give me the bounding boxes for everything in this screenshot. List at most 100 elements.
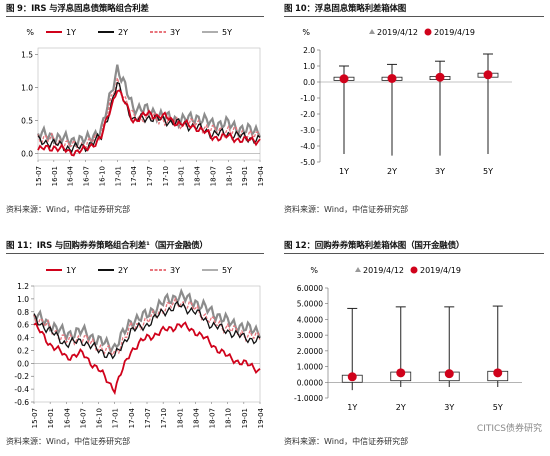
y-tick-label: 5.0000: [297, 300, 323, 309]
series-line-1Y: [37, 89, 261, 157]
y-tick-label: -5.0: [300, 158, 315, 167]
x-category-label: 5Y: [493, 403, 503, 412]
y-tick-label: -0.4: [14, 385, 29, 394]
y-tick-label: 0.0: [303, 78, 315, 87]
x-category-label: 5Y: [483, 167, 493, 176]
legend-label: 2019/4/19: [434, 28, 475, 37]
x-tick-label: 18-01: [178, 166, 186, 186]
series-line-2Y: [37, 81, 261, 154]
marker-curr-5Y: [483, 70, 493, 80]
x-tick-label: 16-01: [51, 166, 59, 186]
x-tick-label: 18-10: [225, 166, 233, 186]
x-tick-label: 17-04: [130, 165, 138, 186]
series-line-2Y: [33, 300, 261, 360]
y-tick-label: 0.0000: [297, 378, 323, 387]
x-tick-label: 18-07: [209, 166, 217, 186]
x-tick-label: 16-01: [47, 408, 55, 428]
legend-label: 5Y: [222, 266, 232, 275]
figure-11-title: 图 11：IRS 与回购券券策略组合利差¹（国开金融债）: [6, 241, 208, 251]
y-tick-label: -3.0: [300, 126, 315, 135]
series-line-5Y: [32, 287, 262, 356]
y-tick-label: -4.0: [300, 142, 315, 151]
x-tick-label: 18-10: [225, 408, 233, 428]
y-tick-label: -1.0000: [294, 394, 323, 403]
x-tick-label: 18-07: [209, 408, 217, 428]
x-tick-label: 17-01: [112, 408, 120, 428]
x-tick-label: 19-01: [241, 408, 249, 428]
y-tick-label: 2.0000: [297, 347, 323, 356]
series-line-1Y: [33, 321, 261, 396]
marker-curr-3Y: [444, 369, 454, 379]
y-tick-label: -0.2: [14, 372, 29, 381]
figure-11-line-chart: 1.2 1.0 0.8 0.6 0.4 0.2 0.0 -0.2 -0.4 -0.615-07 16…: [14, 266, 265, 428]
legend-marker-prev: [369, 29, 375, 34]
y-tick-label: 0.6: [17, 321, 29, 330]
y-tick-label: 3.0000: [297, 331, 323, 340]
x-tick-label: 17-07: [144, 408, 152, 428]
legend-marker-curr: [424, 28, 432, 36]
title-rule: [284, 16, 544, 17]
y-tick-label: 1.5: [21, 51, 33, 60]
marker-curr-3Y: [435, 72, 445, 82]
y-tick-label: 0.4: [17, 334, 29, 343]
x-tick-label: 16-07: [79, 408, 87, 428]
y-axis-unit: %: [310, 266, 318, 275]
figure-12-source: 资料来源：Wind，中信证券研究部: [284, 437, 409, 446]
x-category-label: 3Y: [444, 403, 454, 412]
y-tick-label: 0.2: [17, 346, 29, 355]
y-tick-label: 6.0000: [297, 284, 323, 293]
figure-9-title: 图 9：IRS 与浮息固息债策略组合利差: [6, 4, 149, 14]
x-tick-label: 17-04: [128, 407, 136, 428]
legend-label: 2019/4/12: [377, 28, 418, 37]
figure-10-box-chart: % 2.0 1.0 0.0 -1.0 -2.0 -3.0 -4.0 -5.0 1Y 2Y 3Y 5Y 20…: [300, 28, 512, 176]
y-tick-label: 0.0: [21, 149, 33, 158]
legend-label: 3Y: [170, 28, 180, 37]
marker-curr-5Y: [493, 368, 503, 378]
y-tick-label: 1.2: [17, 282, 29, 291]
x-tick-label: 16-10: [98, 166, 106, 186]
legend-label: 3Y: [170, 266, 180, 275]
plot-frame: [33, 285, 261, 403]
figure-12-title: 图 12：回购券券策略利差箱体图（国开金融债）: [284, 241, 465, 251]
legend-label: 1Y: [66, 28, 76, 37]
title-rule: [284, 253, 544, 254]
x-tick-label: 16-10: [96, 408, 104, 428]
x-tick-label: 19-04: [257, 407, 265, 428]
legend-label: 2019/4/19: [420, 266, 461, 275]
y-tick-label: -1.0: [300, 94, 315, 103]
legend-label: 2019/4/12: [363, 266, 404, 275]
x-tick-label: 18-04: [194, 165, 202, 186]
x-tick-label: 15-07: [31, 408, 39, 428]
y-tick-label: -0.6: [14, 398, 29, 407]
marker-curr-1Y: [339, 74, 349, 84]
figure-9-line-chart: % 0.0 0.5 1.0 1.5 15-07 16-01 16-04 16-07 16-10 17…: [21, 28, 265, 186]
y-tick-label: 1.0: [17, 295, 29, 304]
x-tick-label: 15-07: [35, 166, 43, 186]
x-tick-label: 16-07: [83, 166, 91, 186]
x-tick-label: 17-07: [146, 166, 154, 186]
legend-marker-curr: [410, 266, 418, 274]
x-tick-label: 17-10: [162, 166, 170, 186]
marker-curr-2Y: [396, 368, 406, 378]
x-tick-label: 18-01: [176, 408, 184, 428]
x-tick-label: 19-01: [241, 166, 249, 186]
x-category-label: 1Y: [347, 403, 357, 412]
figure-11-source: 资料来源：Wind，中信证券研究部: [6, 437, 131, 446]
x-category-label: 3Y: [435, 167, 445, 176]
x-tick-label: 16-04: [63, 407, 71, 428]
legend-marker-prev: [355, 267, 361, 272]
x-category-label: 1Y: [339, 167, 349, 176]
y-tick-label: 0.0: [17, 359, 29, 368]
legend-label: 2Y: [118, 266, 128, 275]
series-line-5Y: [36, 64, 262, 149]
legend-label: 1Y: [66, 266, 76, 275]
legend-label: 2Y: [118, 28, 128, 37]
y-tick-label: 2.0: [303, 46, 315, 55]
figure-9-source: 资料来源：Wind，中信证券研究部: [6, 205, 131, 214]
marker-curr-1Y: [347, 372, 357, 382]
y-axis-unit: %: [26, 28, 34, 37]
marker-curr-2Y: [387, 73, 397, 83]
y-tick-label: 1.0: [303, 62, 315, 71]
x-tick-label: 19-04: [257, 165, 265, 186]
y-tick-label: 4.0000: [297, 315, 323, 324]
